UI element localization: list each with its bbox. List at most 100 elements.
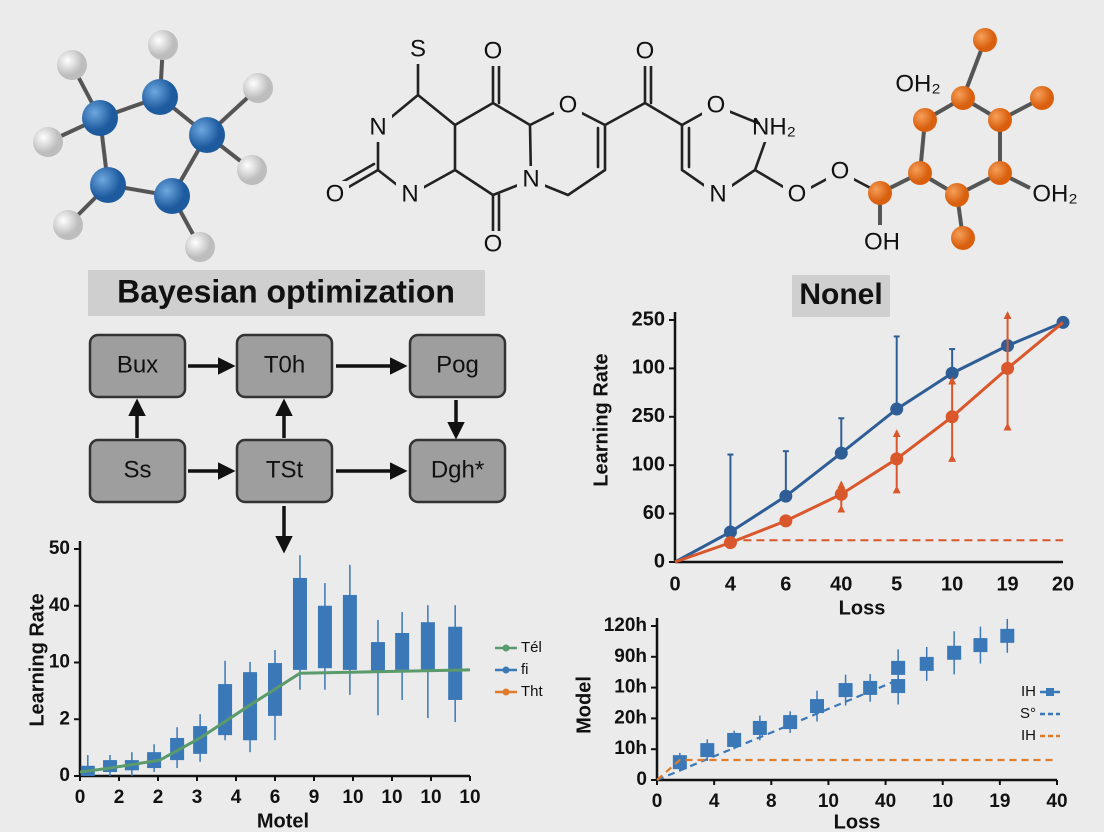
node-label: Dgh* <box>431 456 484 483</box>
x-tick-label: 10 <box>459 787 480 808</box>
x-tick-label: 4 <box>725 573 737 595</box>
y-tick-label: 100 <box>632 453 665 475</box>
node-box <box>235 438 334 504</box>
atom-label: S <box>410 35 426 62</box>
point <box>834 446 848 460</box>
x-tick-label: 10 <box>818 791 839 812</box>
x-tick-label: 19 <box>989 791 1010 812</box>
x-tick-label: 40 <box>1046 791 1067 812</box>
label-backdrop <box>631 38 659 66</box>
atom-label: O <box>326 180 345 207</box>
x-tick-label: 40 <box>830 573 852 595</box>
point <box>891 660 906 675</box>
atom-label: OH₂ <box>895 70 940 97</box>
label-backdrop <box>396 181 424 209</box>
atom-label: N <box>709 180 726 207</box>
point <box>973 638 988 653</box>
series-line <box>79 668 471 774</box>
box <box>420 622 435 670</box>
x-tick-label: 3 <box>192 787 203 808</box>
point <box>890 402 904 416</box>
point <box>783 715 798 730</box>
legend-label: IH <box>1021 727 1036 744</box>
y-tick-label: 0 <box>636 769 647 790</box>
box <box>218 684 233 736</box>
arrows <box>128 357 465 554</box>
y-tick-label: 10 <box>49 652 70 673</box>
x-tick-label: 0 <box>669 573 680 595</box>
x-tick-label: 4 <box>709 791 720 812</box>
y-axis-label: Learning Rate <box>590 353 612 486</box>
point <box>700 743 715 758</box>
y-axis-label: Model <box>573 676 595 734</box>
y-tick-label: 0 <box>59 765 70 786</box>
y-tick-label: 50 <box>49 538 70 559</box>
point <box>919 656 934 671</box>
orange-molecule <box>868 28 1054 250</box>
atom-label: OH <box>864 228 900 255</box>
x-axis-label: Loss <box>834 811 881 832</box>
atom-label: N <box>369 113 386 140</box>
point <box>1001 361 1015 375</box>
y-tick-label: 0 <box>654 550 665 572</box>
label-backdrop <box>1041 181 1069 209</box>
legend-label: S° <box>1020 705 1036 722</box>
x-tick-label: 8 <box>766 791 777 812</box>
y-tick-label: 20h <box>614 707 647 728</box>
label-backdrop <box>321 181 349 209</box>
atom-label: O <box>636 37 655 64</box>
chart-title: Nonel <box>799 278 882 311</box>
label-backdrop <box>868 229 896 257</box>
node-label: T0h <box>264 351 305 378</box>
y-tick-label: 2 <box>59 708 70 729</box>
title-band <box>792 275 890 317</box>
atom-label: O <box>788 180 807 207</box>
y-tick-label: 10h <box>614 738 647 759</box>
atom-label: O <box>707 91 726 118</box>
legend-marker <box>502 688 510 696</box>
title-band <box>88 270 485 316</box>
point <box>947 645 962 660</box>
box <box>342 594 357 670</box>
diagram-nodes: Bux T0h Pog Ss TSt Dgh* <box>88 333 507 504</box>
x-tick-label: 9 <box>309 787 320 808</box>
node-label: Pog <box>436 351 479 378</box>
series-line <box>674 321 1064 564</box>
diagram-title: Bayesian optimization <box>117 273 455 309</box>
y-tick-label: 120h <box>604 615 647 636</box>
point <box>779 489 793 503</box>
chart: Loss Model 0 10h 20h 10h 90h 120h 0 4 8 10 40 10 19 40 I… <box>573 615 1067 832</box>
x-tick-label: 0 <box>75 787 86 808</box>
x-axis-label: Motel <box>257 810 309 832</box>
node-label: TSt <box>266 456 304 483</box>
legend-marker <box>1046 688 1054 696</box>
label-backdrop <box>364 114 392 142</box>
label-backdrop <box>704 181 732 209</box>
series-line <box>656 758 1057 781</box>
box <box>317 605 332 669</box>
box <box>395 632 410 670</box>
x-tick-label: 5 <box>891 573 902 595</box>
label-backdrop <box>760 114 788 142</box>
point <box>779 514 793 528</box>
y-tick-label: 40 <box>49 595 70 616</box>
x-tick-label: 2 <box>114 787 125 808</box>
x-tick-label: 4 <box>231 787 242 808</box>
x-tick-label: 10 <box>381 787 402 808</box>
x-tick-label: 19 <box>996 573 1018 595</box>
label-backdrop <box>826 158 854 186</box>
legend-marker <box>502 666 510 674</box>
label-backdrop <box>517 166 545 194</box>
legend-label: fi <box>521 661 529 678</box>
y-tick-label: 100 <box>632 357 665 379</box>
x-axis-label: Loss <box>839 597 886 619</box>
ball-stick-molecule <box>33 30 273 262</box>
legend-label: IH <box>1021 683 1036 700</box>
label-backdrop <box>783 181 811 209</box>
point <box>834 487 848 501</box>
series-line <box>674 321 1064 564</box>
